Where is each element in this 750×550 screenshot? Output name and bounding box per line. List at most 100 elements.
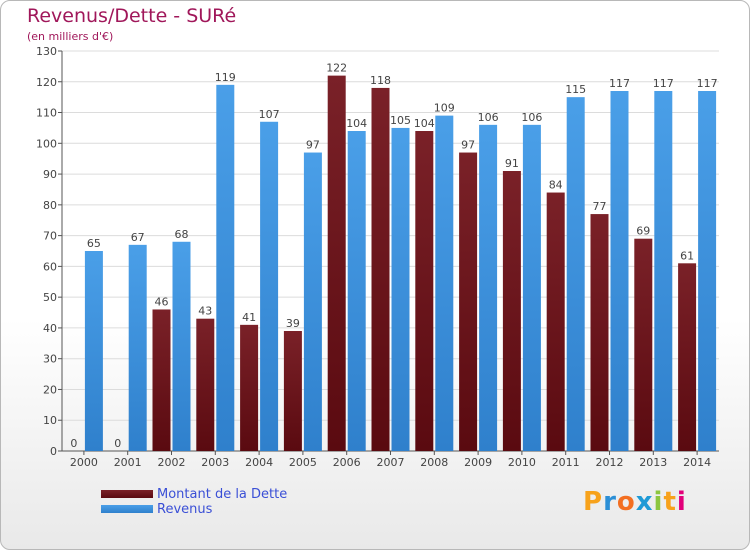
debt-value-label: 41: [242, 311, 256, 324]
debt-bar: [371, 87, 390, 451]
y-tick-label: 20: [43, 383, 57, 396]
x-tick-label: 2014: [683, 456, 711, 469]
debt-bar: [546, 192, 565, 452]
revenue-bar: [435, 115, 454, 451]
revenue-bar: [128, 244, 147, 451]
legend: Montant de la Dette Revenus: [101, 487, 361, 517]
revenue-bar: [172, 241, 191, 451]
x-tick-label: 2002: [158, 456, 186, 469]
debt-value-label: 122: [326, 62, 347, 75]
y-tick-label: 110: [36, 107, 57, 120]
debt-value-label: 97: [461, 139, 475, 152]
logo-letter: i: [676, 487, 687, 517]
y-tick-label: 0: [50, 445, 57, 458]
legend-swatch-debt: [101, 490, 153, 498]
x-tick-label: 2013: [639, 456, 667, 469]
x-tick-label: 2001: [114, 456, 142, 469]
revenue-value-label: 117: [653, 77, 674, 90]
y-tick-label: 30: [43, 353, 57, 366]
legend-label-revenue: Revenus: [157, 502, 213, 517]
y-tick-label: 10: [43, 414, 57, 427]
x-tick-label: 2012: [596, 456, 624, 469]
revenue-bar: [303, 152, 322, 452]
x-tick-label: 2007: [377, 456, 405, 469]
y-tick-label: 40: [43, 322, 57, 335]
revenue-value-label: 117: [609, 77, 630, 90]
y-tick-label: 50: [43, 291, 57, 304]
x-tick-label: 2009: [464, 456, 492, 469]
revenue-bar: [566, 97, 585, 452]
legend-item-debt: Montant de la Dette: [101, 487, 361, 502]
legend-item-revenue: Revenus: [101, 502, 361, 517]
logo-letter: o: [616, 487, 636, 517]
logo-letter: t: [663, 487, 677, 517]
debt-bar: [152, 309, 171, 451]
x-tick-label: 2006: [333, 456, 361, 469]
revenue-bar: [610, 91, 629, 451]
debt-bar: [590, 214, 609, 451]
debt-value-label: 69: [636, 225, 650, 238]
logo-letter: r: [603, 487, 617, 517]
chart-title: Revenus/Dette - SURé: [27, 5, 237, 27]
debt-value-label: 77: [593, 200, 607, 213]
revenue-value-label: 104: [346, 117, 367, 130]
revenue-bar: [391, 127, 410, 451]
debt-bar: [283, 331, 302, 451]
debt-bar: [196, 318, 215, 451]
revenue-value-label: 97: [306, 139, 320, 152]
debt-bar: [502, 171, 521, 451]
y-tick-label: 120: [36, 76, 57, 89]
debt-value-label: 61: [680, 249, 694, 262]
revenue-bar: [479, 124, 498, 451]
logo-letter: P: [583, 487, 604, 517]
debt-bar: [634, 238, 653, 451]
revenue-bar: [260, 121, 279, 452]
y-tick-label: 60: [43, 260, 57, 273]
x-tick-label: 2005: [289, 456, 317, 469]
revenue-bar: [84, 251, 103, 451]
x-tick-label: 2010: [508, 456, 536, 469]
x-tick-label: 2004: [245, 456, 273, 469]
revenue-value-label: 67: [131, 231, 145, 244]
debt-bar: [415, 131, 434, 451]
x-tick-label: 2011: [552, 456, 580, 469]
debt-bar: [459, 152, 478, 452]
revenue-value-label: 117: [697, 77, 718, 90]
y-tick-label: 130: [36, 45, 57, 58]
revenue-value-label: 106: [521, 111, 542, 124]
x-tick-label: 2000: [70, 456, 98, 469]
y-tick-label: 70: [43, 230, 57, 243]
debt-value-label: 46: [155, 295, 169, 308]
revenue-bar: [654, 91, 673, 451]
revenue-bar: [522, 124, 541, 451]
debt-value-label: 0: [114, 437, 121, 450]
revenue-value-label: 107: [259, 108, 280, 121]
logo-letter: i: [653, 487, 664, 517]
legend-swatch-revenue: [101, 505, 153, 513]
logo-letter: x: [635, 487, 654, 517]
debt-bar: [327, 75, 346, 451]
revenue-value-label: 119: [215, 71, 236, 84]
revenue-value-label: 68: [175, 228, 189, 241]
revenue-value-label: 65: [87, 237, 101, 250]
legend-label-debt: Montant de la Dette: [157, 487, 288, 502]
debt-value-label: 43: [198, 305, 212, 318]
revenue-bar: [347, 131, 366, 451]
debt-value-label: 84: [549, 179, 563, 192]
debt-value-label: 39: [286, 317, 300, 330]
revenue-value-label: 115: [565, 83, 586, 96]
debt-value-label: 104: [414, 117, 435, 130]
y-tick-label: 100: [36, 137, 57, 150]
x-tick-label: 2003: [201, 456, 229, 469]
debt-value-label: 0: [70, 437, 77, 450]
chart-subtitle: (en milliers d'€): [27, 30, 114, 43]
revenue-value-label: 105: [390, 114, 411, 127]
debt-bar: [678, 263, 697, 451]
y-tick-label: 80: [43, 199, 57, 212]
revenue-value-label: 109: [434, 102, 455, 115]
debt-bar: [240, 324, 259, 451]
revenue-value-label: 106: [478, 111, 499, 124]
debt-value-label: 91: [505, 157, 519, 170]
